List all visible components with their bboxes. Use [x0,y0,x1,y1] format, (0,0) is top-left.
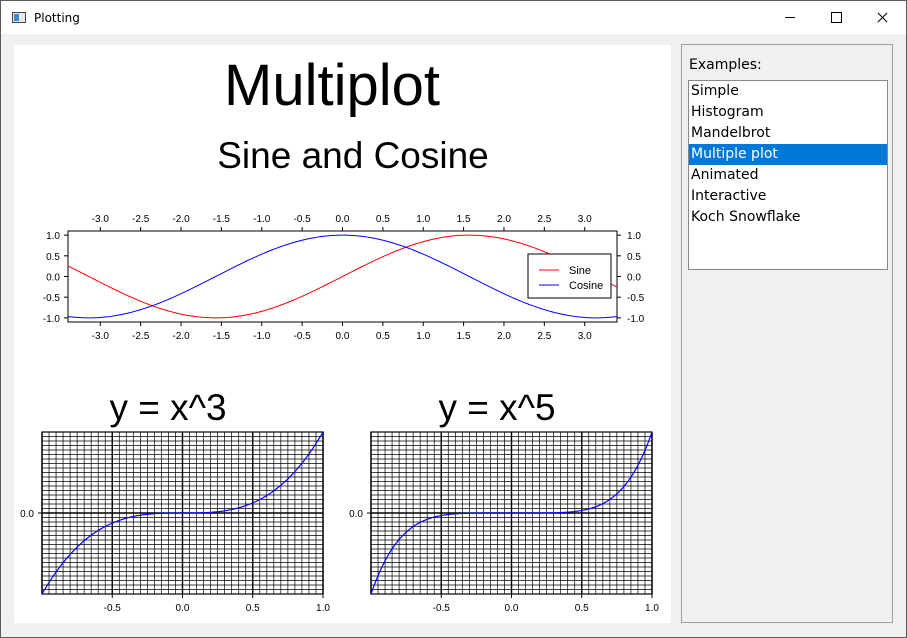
x-tick-label-bottom: -1.5 [213,331,231,342]
examples-panel: Examples: Simple Histogram Mandelbrot Mu… [681,44,893,623]
list-item-histogram[interactable]: Histogram [691,104,764,120]
y-tick-label-right: -1.0 [627,314,645,325]
x-tick-label-top: 0.5 [376,214,390,225]
x-tick-label: -0.5 [104,603,122,614]
x-tick-label-top: 1.0 [416,214,430,225]
y-tick-label-right: 0.5 [627,252,641,263]
x-tick-label-top: -2.5 [132,214,150,225]
x-tick-label-bottom: -3.0 [92,331,110,342]
chart-title-cube: y = x^3 [109,387,226,428]
examples-list[interactable]: Simple Histogram Mandelbrot Multiple plo… [688,80,888,270]
x-tick-label: 0.0 [505,603,519,614]
y-tick-label: 0.0 [20,509,34,520]
list-item-koch-snowflake[interactable]: Koch Snowflake [691,209,801,225]
y-tick-label-left: -1.0 [43,314,61,325]
x-tick-label: 1.0 [645,603,659,614]
x-tick-label-top: 3.0 [578,214,592,225]
y-tick-label: 0.0 [349,509,363,520]
series-line-curve [370,431,653,595]
plot-window-icon [12,12,26,23]
x-tick-label-top: -1.5 [213,214,231,225]
chart-title-fifth: y = x^5 [438,387,555,428]
y-tick-label-left: 0.0 [46,273,60,284]
y-tick-label-left: -0.5 [43,293,61,304]
list-item-interactive[interactable]: Interactive [691,188,767,204]
y-tick-label-right: 1.0 [627,231,641,242]
chart-legend [527,253,612,299]
chart-title-sine-cosine: Sine and Cosine [217,135,489,176]
x-tick-label: 0.5 [246,603,260,614]
minimize-button[interactable] [767,1,813,34]
window-title: Plotting [34,11,80,25]
examples-label: Examples: [689,57,762,73]
series-line-cosine [67,234,618,319]
x-tick-label: 1.0 [316,603,330,614]
x-tick-label-top: -0.5 [294,214,312,225]
y-tick-label-left: 0.5 [46,252,60,263]
x-tick-label-top: -3.0 [92,214,110,225]
x-tick-label-bottom: -2.5 [132,331,150,342]
x-tick-label-top: 2.5 [537,214,551,225]
x-tick-label-bottom: 0.0 [336,331,350,342]
plot-canvas: Multiplot Sine and Cosine y = x^3 y = x^… [14,45,671,623]
list-item-animated[interactable]: Animated [691,167,759,183]
x-tick-label-bottom: 2.5 [537,331,551,342]
x-tick-label: -0.5 [433,603,451,614]
list-item-mandelbrot[interactable]: Mandelbrot [691,125,771,141]
x-tick-label-bottom: 3.0 [578,331,592,342]
multiplot-figure: Multiplot Sine and Cosine y = x^3 y = x^… [20,53,659,614]
x-tick-label-top: -1.0 [253,214,271,225]
x-tick-label: 0.0 [176,603,190,614]
y-tick-label-right: -0.5 [627,293,645,304]
x-tick-label-top: -2.0 [172,214,190,225]
x-tick-label-top: 0.0 [336,214,350,225]
y-tick-label-right: 0.0 [627,273,641,284]
x-tick-label-bottom: -2.0 [172,331,190,342]
x-tick-label: 0.5 [575,603,589,614]
series-line-curve [41,431,324,595]
x-tick-label-top: 1.5 [457,214,471,225]
x-tick-label-bottom: 1.5 [457,331,471,342]
x-tick-label-bottom: 0.5 [376,331,390,342]
figure-title: Multiplot [224,53,440,118]
title-bar[interactable]: Plotting [1,1,906,34]
list-item-multiple-plot[interactable]: Multiple plot [689,144,887,165]
list-item-simple[interactable]: Simple [691,83,739,99]
maximize-button[interactable] [813,1,859,34]
x-tick-label-bottom: -1.0 [253,331,271,342]
legend-label-cosine: Cosine [569,280,603,292]
legend-label-sine: Sine [569,265,591,277]
x-tick-label-bottom: 1.0 [416,331,430,342]
close-button[interactable] [859,1,905,34]
x-tick-label-bottom: -0.5 [294,331,312,342]
x-tick-label-top: 2.0 [497,214,511,225]
x-tick-label-bottom: 2.0 [497,331,511,342]
series-line-sine [67,234,618,319]
y-tick-label-left: 1.0 [46,231,60,242]
